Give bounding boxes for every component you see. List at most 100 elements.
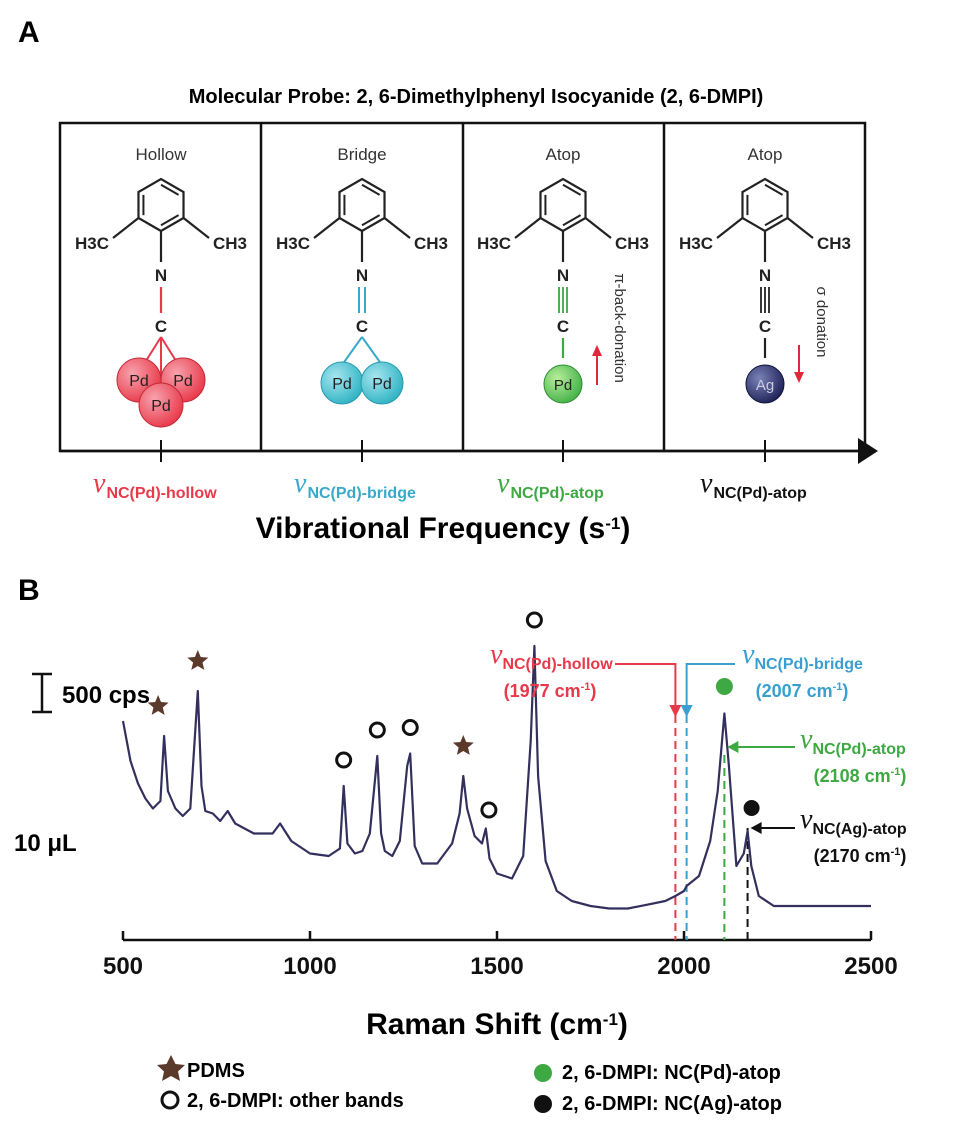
nu-symbol: v — [742, 639, 755, 670]
h3c-label: H3C — [679, 234, 713, 253]
vibrational-frequency-title: Vibrational Frequency (s-1) — [256, 512, 631, 545]
other-band-circle — [401, 719, 419, 736]
site-box-3: Atop H3C CH3 N C Pd π-back-donation — [477, 145, 649, 404]
benzene-ring — [741, 177, 789, 233]
frequency-subscript: NC(Pd)-bridge — [307, 485, 416, 502]
bridge-arrow-head — [680, 705, 693, 717]
legend-green-dot-icon — [534, 1064, 552, 1082]
value-text: (1977 cm — [504, 681, 581, 701]
double-bond — [361, 214, 381, 227]
x-tick-label: 1500 — [470, 953, 523, 980]
value-text: (2170 cm — [814, 846, 891, 866]
bond-annotation: σ donation — [813, 287, 830, 358]
methyl-bond — [112, 217, 140, 239]
nu-symbol: v — [294, 468, 307, 499]
frequency-label: vNC(Pd)-atop — [497, 468, 604, 502]
metal-label: Pd — [372, 376, 392, 393]
other-band-circle — [480, 801, 498, 819]
bridge-annotation: vNC(Pd)-bridge — [742, 639, 863, 673]
double-bond — [160, 214, 180, 227]
metal-label: Pd — [151, 398, 171, 415]
nu-symbol: v — [497, 468, 510, 499]
legend-other-bands: 2, 6-DMPI: other bands — [187, 1090, 404, 1112]
double-bond — [764, 214, 784, 227]
frequency-subscript: NC(Pd)-hollow — [106, 485, 217, 502]
pdms-star-marker — [452, 735, 474, 755]
nitrogen-label: N — [557, 266, 569, 285]
metal-bond — [341, 336, 363, 366]
hollow-arrow-line — [615, 663, 677, 707]
x-axis-title-text: Raman Shift (cm — [366, 1008, 603, 1041]
benzene-ring — [539, 177, 587, 233]
scale-bar — [32, 672, 52, 714]
other-band-circle — [525, 611, 543, 629]
panel-b-label: B — [18, 574, 40, 607]
arrow-head — [592, 345, 602, 356]
ch3-label: CH3 — [817, 234, 851, 253]
x-tick-label: 1000 — [283, 953, 336, 980]
ch3-label: CH3 — [414, 234, 448, 253]
metal-label: Ag — [756, 377, 774, 394]
frequency-label: vNC(Pd)-hollow — [93, 468, 217, 502]
methyl-bond — [584, 217, 612, 239]
hollow-annotation: vNC(Pd)-hollow — [490, 639, 613, 673]
ag-atop-annotation: vNC(Ag)-atop — [800, 804, 907, 838]
value-text: (2007 cm — [756, 681, 833, 701]
pd-atop-marker — [715, 678, 733, 695]
nitrogen-label: N — [155, 266, 167, 285]
benzene-ring — [137, 177, 185, 233]
scale-bar-label: 500 cps — [62, 682, 150, 709]
legend-ag-atop: 2, 6-DMPI: NC(Ag)-atop — [562, 1093, 782, 1115]
double-bond — [562, 214, 582, 227]
value-sup: -1 — [891, 846, 901, 858]
methyl-bond — [313, 217, 341, 239]
raman-spectrum-line — [121, 644, 871, 910]
site-title: Atop — [748, 145, 783, 164]
legend-open-circle-icon — [160, 1090, 180, 1110]
axis-title-end: ) — [620, 512, 630, 545]
bond-annotation: π-back-donation — [611, 273, 628, 383]
double-bond — [160, 183, 180, 196]
legend-star-icon — [157, 1055, 185, 1081]
axis-title-sup: -1 — [605, 514, 620, 533]
frequency-subscript: NC(Pd)-atop — [510, 485, 604, 502]
arrow-head — [794, 372, 804, 383]
ag-atop-arrow-head — [750, 822, 762, 834]
carbon-label: C — [155, 317, 167, 336]
pd-atop-annotation: vNC(Pd)-atop — [800, 724, 906, 758]
x-tick-label: 2500 — [844, 953, 897, 980]
pd-atom — [543, 364, 583, 404]
methyl-bond — [716, 217, 744, 239]
value-end: ) — [842, 681, 848, 701]
h3c-label: H3C — [276, 234, 310, 253]
sample-volume-label: 10 μL — [14, 830, 77, 857]
site-box-4: Atop H3C CH3 N C Ag σ donation — [679, 145, 851, 404]
value-end: ) — [590, 681, 596, 701]
nitrogen-label: N — [356, 266, 368, 285]
other-band-circle — [368, 721, 386, 739]
value-end: ) — [900, 766, 906, 786]
ch3-label: CH3 — [213, 234, 247, 253]
pd-atop-arrow-head — [727, 741, 739, 753]
x-tick-label: 500 — [103, 953, 143, 980]
h3c-label: H3C — [75, 234, 109, 253]
methyl-bond — [786, 217, 814, 239]
site-title: Hollow — [135, 145, 187, 164]
carbon-label: C — [356, 317, 368, 336]
pd-atop-annotation-value: (2108 cm-1) — [814, 766, 907, 786]
methyl-bond — [514, 217, 542, 239]
x-axis-title-end: ) — [618, 1008, 628, 1041]
ag-atop-marker — [743, 800, 760, 816]
double-bond — [361, 183, 381, 196]
h3c-label: H3C — [477, 234, 511, 253]
legend: PDMS 2, 6-DMPI: other bands 2, 6-DMPI: N… — [157, 1055, 782, 1115]
ag-atop-annotation-value: (2170 cm-1) — [814, 846, 907, 866]
methyl-bond — [182, 217, 210, 239]
site-title: Bridge — [337, 145, 386, 164]
pdms-star-marker — [187, 650, 209, 670]
legend-pdms: PDMS — [187, 1060, 245, 1082]
ch3-label: CH3 — [615, 234, 649, 253]
double-bond — [764, 183, 784, 196]
site-box-2: Bridge H3C CH3 N C Pd Pd — [276, 145, 448, 405]
